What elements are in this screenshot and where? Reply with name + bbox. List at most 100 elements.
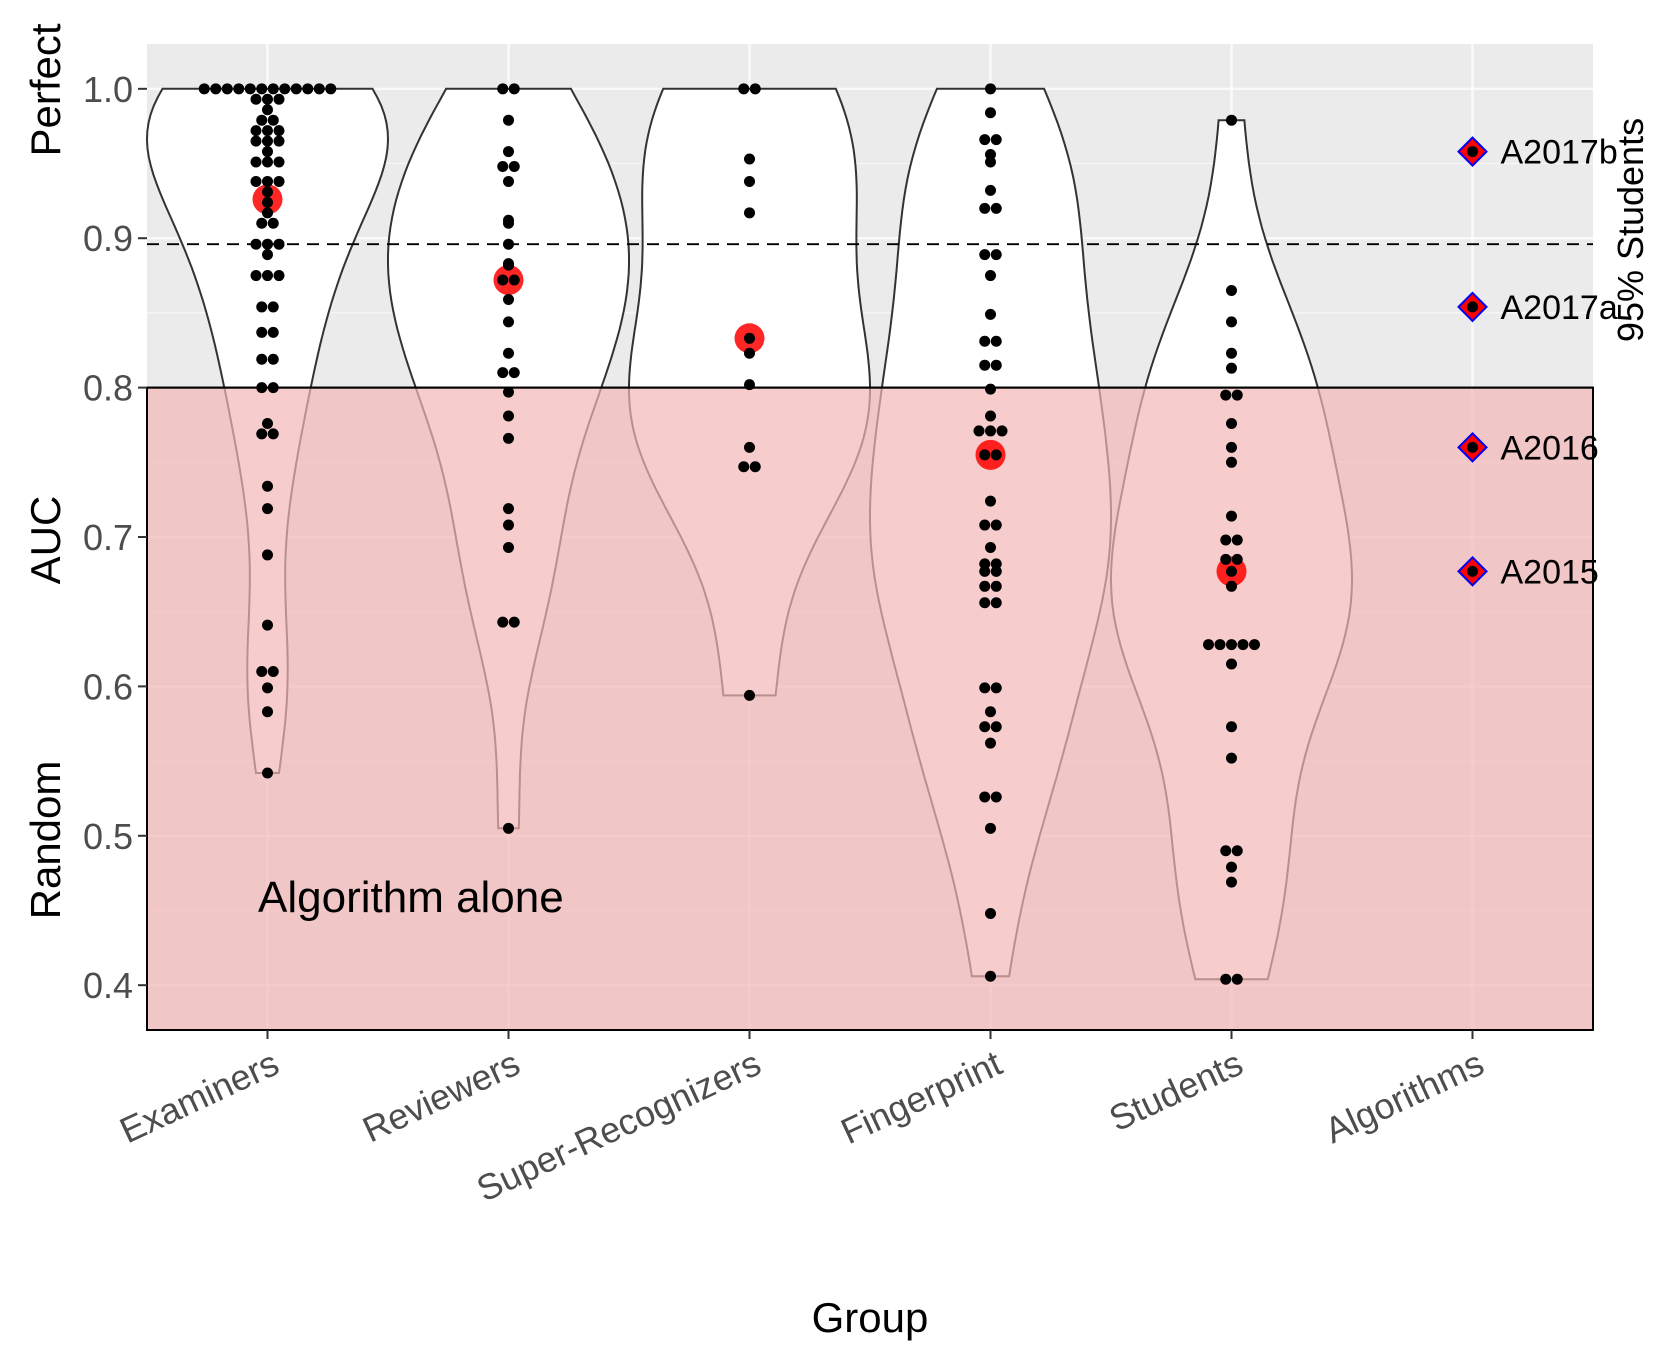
- data-point: [256, 353, 268, 365]
- data-point: [744, 332, 755, 344]
- data-point: [221, 83, 233, 95]
- data-point: [503, 503, 514, 515]
- data-point: [503, 541, 514, 553]
- data-point: [1220, 553, 1232, 565]
- data-point: [985, 970, 996, 982]
- data-point: [250, 125, 262, 137]
- data-point: [256, 665, 268, 677]
- data-point: [273, 125, 285, 137]
- data-point: [508, 161, 520, 173]
- data-point: [1226, 114, 1237, 126]
- data-point: [990, 202, 1002, 214]
- y-bottom-label: Random: [22, 761, 69, 920]
- data-point: [979, 519, 991, 531]
- data-point: [744, 441, 755, 453]
- data-point: [290, 83, 302, 95]
- data-point: [267, 114, 279, 126]
- data-point: [979, 134, 991, 146]
- y-top-label: Perfect: [22, 23, 69, 156]
- data-point: [985, 156, 996, 168]
- data-point: [985, 425, 996, 437]
- data-point: [1231, 973, 1243, 985]
- y-tick-label: 0.4: [83, 965, 133, 1006]
- data-point: [996, 425, 1008, 437]
- data-point: [985, 541, 996, 553]
- data-point: [1231, 845, 1243, 857]
- data-point: [979, 721, 991, 733]
- data-point: [262, 196, 273, 208]
- data-point: [262, 125, 273, 137]
- data-point: [262, 706, 273, 718]
- data-point: [313, 83, 325, 95]
- data-point: [198, 83, 210, 95]
- data-point: [1220, 534, 1232, 546]
- data-point: [744, 175, 755, 187]
- algorithm-label: A2015: [1501, 553, 1599, 591]
- data-point: [503, 386, 514, 398]
- data-point: [497, 83, 509, 95]
- data-point: [749, 461, 761, 473]
- data-point: [985, 907, 996, 919]
- data-point: [273, 156, 285, 168]
- data-point: [262, 186, 273, 198]
- data-point: [1231, 553, 1243, 565]
- data-point: [985, 184, 996, 196]
- y-tick-label: 1.0: [83, 69, 133, 110]
- data-point: [262, 249, 273, 261]
- data-point: [744, 347, 755, 359]
- data-point: [990, 519, 1002, 531]
- data-point: [985, 495, 996, 507]
- algorithm-point: [1467, 146, 1478, 158]
- data-point: [990, 565, 1002, 577]
- data-point: [985, 308, 996, 320]
- data-point: [990, 682, 1002, 694]
- y-axis-title: AUC: [22, 496, 69, 585]
- data-point: [508, 274, 520, 286]
- data-point: [979, 335, 991, 347]
- data-point: [325, 83, 337, 95]
- data-point: [979, 359, 991, 371]
- data-point: [262, 767, 273, 779]
- data-point: [1231, 534, 1243, 546]
- data-point: [508, 367, 520, 379]
- y-tick-label: 0.7: [83, 517, 133, 558]
- data-points: [198, 83, 1260, 985]
- data-point: [256, 217, 268, 229]
- data-point: [497, 161, 509, 173]
- data-point: [267, 217, 279, 229]
- data-point: [1226, 565, 1237, 577]
- data-point: [503, 316, 514, 328]
- data-point: [250, 156, 262, 168]
- data-point: [503, 293, 514, 305]
- data-point: [1226, 861, 1237, 873]
- x-tick-label: Reviewers: [356, 1042, 526, 1150]
- data-point: [990, 791, 1002, 803]
- data-point: [979, 449, 991, 461]
- data-point: [262, 619, 273, 631]
- data-point: [302, 83, 314, 95]
- data-point: [250, 135, 262, 147]
- data-point: [973, 425, 985, 437]
- data-point: [990, 134, 1002, 146]
- data-point: [233, 83, 245, 95]
- data-point: [508, 616, 520, 628]
- data-point: [744, 689, 755, 701]
- data-point: [1214, 639, 1226, 651]
- data-point: [262, 175, 273, 187]
- data-point: [985, 706, 996, 718]
- data-point: [979, 249, 991, 261]
- data-point: [262, 549, 273, 561]
- data-point: [273, 270, 285, 282]
- median-reviewers: [493, 265, 524, 296]
- data-point: [262, 417, 273, 429]
- x-tick-label: Algorithms: [1318, 1042, 1489, 1151]
- data-point: [985, 410, 996, 422]
- data-point: [1231, 389, 1243, 401]
- algorithm-markers: A2017b A2017a A2016 A2015: [1457, 134, 1618, 591]
- data-point: [262, 93, 273, 105]
- data-point: [1220, 973, 1232, 985]
- data-point: [990, 721, 1002, 733]
- data-point: [256, 83, 268, 95]
- data-point: [262, 270, 273, 282]
